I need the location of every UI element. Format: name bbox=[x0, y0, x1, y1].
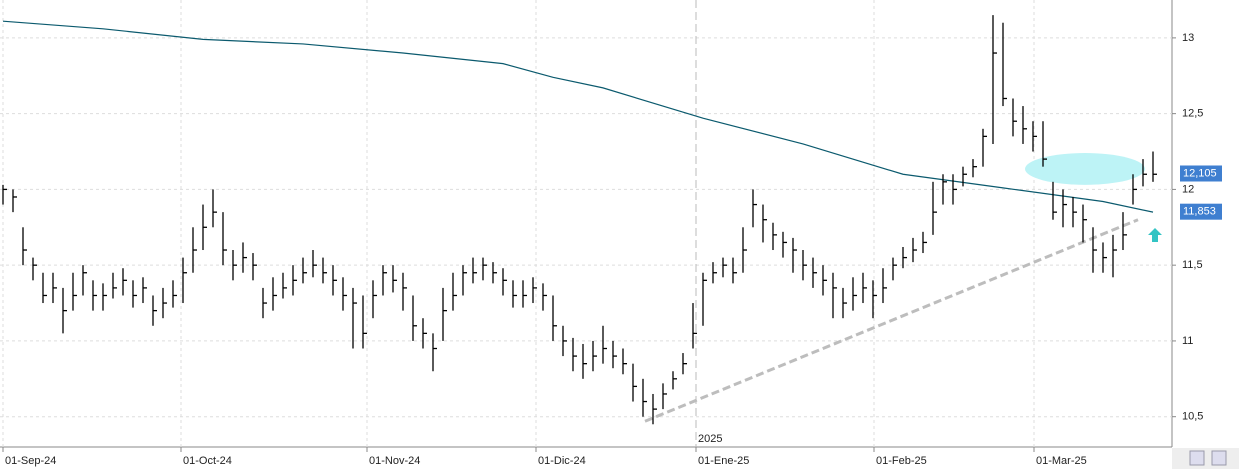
price-label: 11,853 bbox=[1183, 206, 1216, 218]
x-tick-label: 01-Feb-25 bbox=[876, 455, 927, 467]
price-label-box bbox=[1180, 165, 1222, 182]
x-tick-label: 01-Dic-24 bbox=[538, 455, 586, 467]
highlight-ellipse bbox=[1025, 153, 1145, 185]
y-tick-label: 10,5 bbox=[1182, 411, 1203, 423]
trendline bbox=[644, 218, 1139, 423]
x-tick-label: 01-Ene-25 bbox=[698, 455, 749, 467]
arrow-icon bbox=[1148, 228, 1162, 242]
price-label-box bbox=[1180, 203, 1222, 220]
toolbar-button[interactable] bbox=[1211, 450, 1227, 466]
toolbar-button[interactable] bbox=[1189, 450, 1205, 466]
x-tick-label: 01-Sep-24 bbox=[5, 455, 56, 467]
y-tick-label: 13 bbox=[1182, 32, 1194, 44]
x-tick-label: 01-Nov-24 bbox=[369, 455, 420, 467]
x-tick-label: 01-Mar-25 bbox=[1036, 455, 1087, 467]
year-label: 2025 bbox=[698, 433, 722, 445]
x-tick-label: 01-Oct-24 bbox=[183, 455, 232, 467]
y-tick-label: 12,5 bbox=[1182, 108, 1203, 120]
y-tick-label: 12 bbox=[1182, 183, 1194, 195]
price-label: 12,105 bbox=[1183, 167, 1217, 179]
toolbar[interactable] bbox=[1172, 448, 1239, 469]
y-tick-label: 11,5 bbox=[1182, 259, 1203, 271]
moving-average bbox=[2, 20, 1154, 213]
y-tick-label: 11 bbox=[1182, 335, 1193, 347]
